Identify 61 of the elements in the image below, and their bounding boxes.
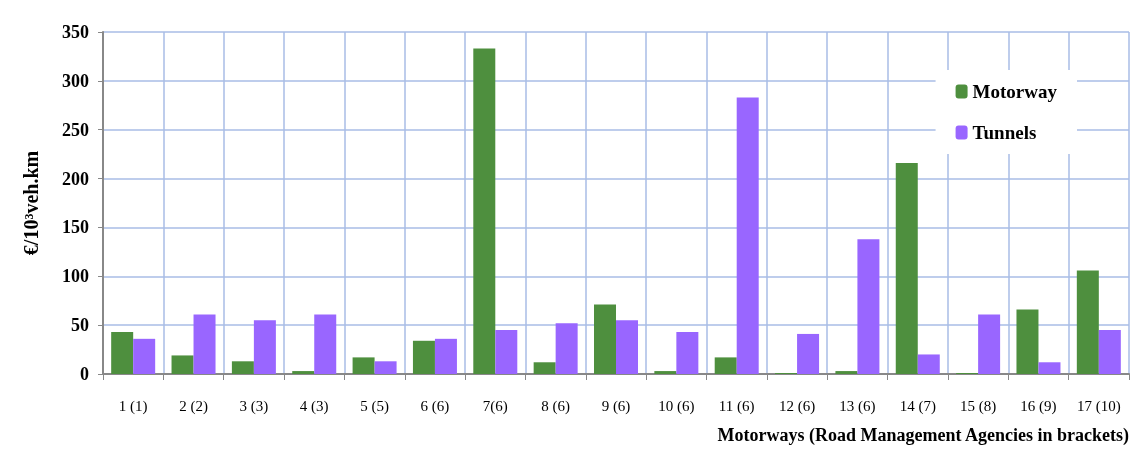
y-tick-label: 50	[71, 315, 89, 336]
x-tick-label: 7(6)	[482, 397, 508, 415]
bar	[736, 97, 759, 374]
bar	[654, 371, 677, 374]
y-tick-label: 350	[62, 22, 89, 42]
x-tick-label: 4 (3)	[299, 397, 329, 415]
bar	[917, 354, 940, 374]
x-tick-label: 2 (2)	[179, 397, 208, 415]
bar	[473, 48, 496, 374]
legend-label: Motorway	[972, 81, 1058, 102]
x-tick-label: 6 (6)	[420, 397, 450, 415]
x-tick-label: 10 (6)	[658, 397, 695, 415]
bar	[797, 333, 820, 374]
bar	[352, 357, 375, 374]
x-tick-label: 12 (6)	[778, 397, 816, 415]
bar	[412, 340, 435, 374]
x-tick-label: 13 (6)	[839, 397, 876, 415]
bar	[253, 320, 276, 374]
bar	[1076, 270, 1099, 374]
bar	[594, 304, 616, 374]
bar	[555, 323, 578, 374]
bar	[1098, 330, 1121, 374]
bar	[193, 314, 216, 374]
bar	[314, 314, 337, 374]
bar	[133, 338, 156, 374]
bar	[1016, 309, 1039, 374]
bar	[292, 371, 315, 374]
bar	[978, 314, 1001, 374]
x-tick-label: 3 (3)	[239, 397, 269, 415]
x-tick-label: 11 (6)	[718, 397, 755, 415]
x-axis-title: Motorways (Road Management Agencies in brackets)	[717, 425, 1129, 446]
bar	[533, 362, 556, 374]
x-tick-label: 15 (8)	[959, 397, 997, 415]
y-tick-label: 100	[62, 266, 89, 287]
bar	[434, 338, 457, 374]
x-tick-label: 16 (9)	[1020, 397, 1057, 415]
bar	[835, 371, 858, 374]
bar	[171, 355, 194, 374]
bar	[714, 357, 737, 374]
y-tick-label: 200	[62, 168, 89, 189]
bar	[374, 361, 397, 374]
x-tick-label: 17 (10)	[1076, 397, 1121, 415]
x-tick-label: 9 (6)	[601, 397, 631, 415]
y-tick-label: 250	[62, 119, 89, 140]
x-tick-label: 14 (7)	[899, 397, 936, 415]
y-tick-label: 0	[80, 364, 89, 384]
y-axis-title: €/10³veh.km	[20, 150, 42, 256]
bar	[231, 361, 254, 374]
bar	[676, 331, 699, 374]
x-tick-label: 8 (6)	[541, 397, 571, 415]
x-tick-label: 1 (1)	[118, 397, 148, 415]
x-tick-label: 5 (5)	[360, 397, 389, 415]
bar	[895, 162, 918, 374]
bar	[616, 320, 638, 374]
bar	[495, 330, 518, 374]
y-tick-label: 150	[62, 217, 89, 238]
bar	[857, 239, 880, 374]
y-tick-label: 300	[62, 70, 89, 91]
bar	[111, 331, 134, 374]
bar	[1038, 362, 1061, 374]
legend-label: Tunnels	[972, 122, 1037, 143]
